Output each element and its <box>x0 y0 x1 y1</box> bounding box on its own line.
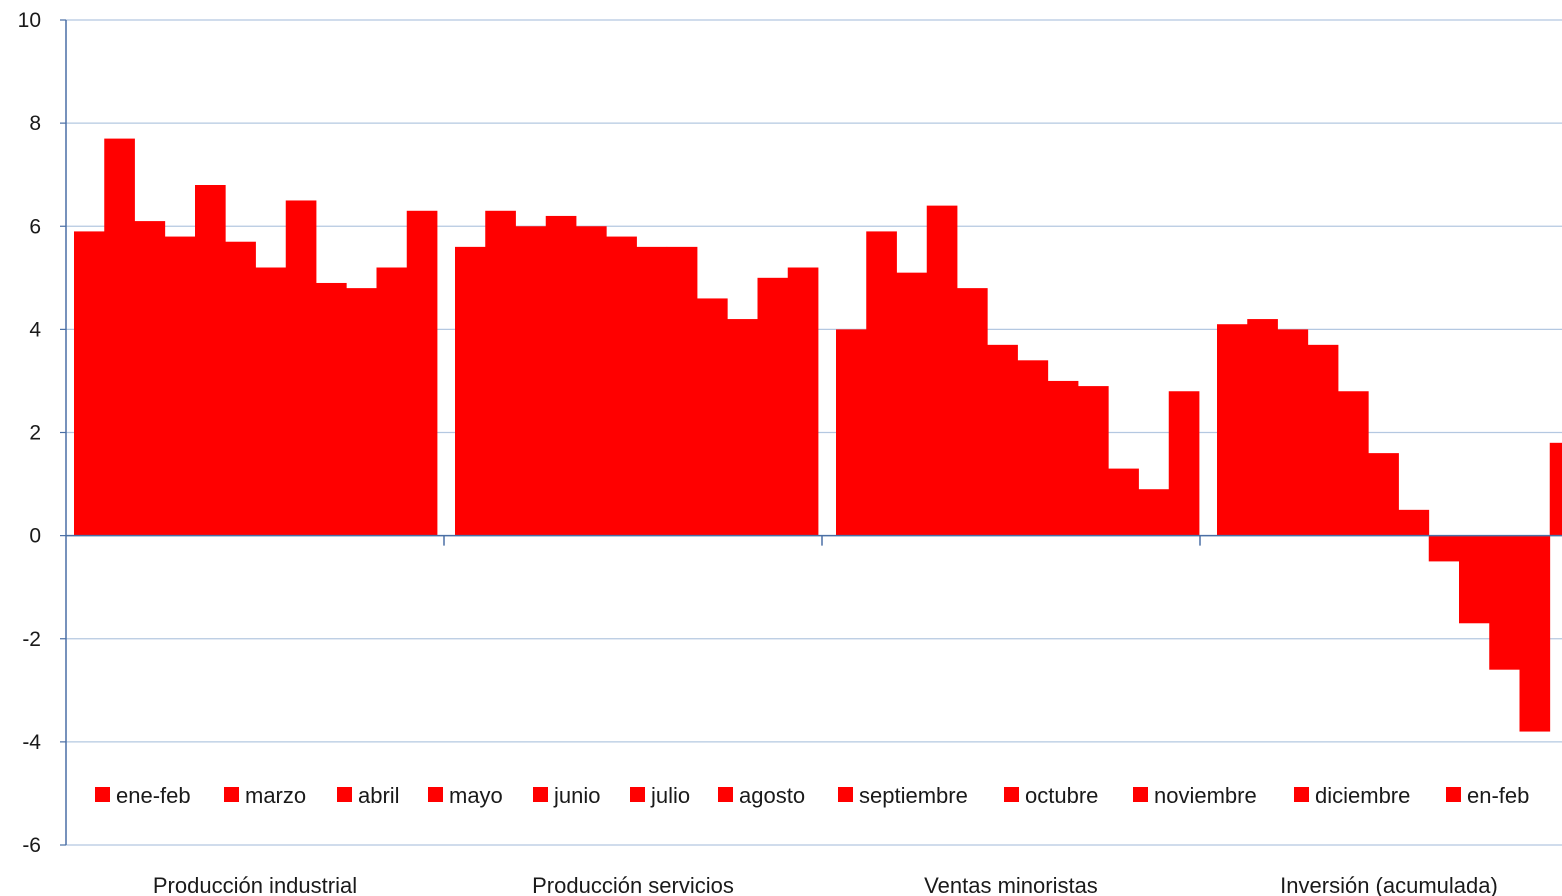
legend-swatch <box>1294 787 1309 802</box>
legend-swatch <box>838 787 853 802</box>
bar <box>866 231 897 536</box>
bar <box>195 185 226 536</box>
bar <box>285 200 317 536</box>
legend-label: mayo <box>449 783 503 808</box>
legend-label: octubre <box>1025 783 1098 808</box>
bar <box>727 319 758 536</box>
y-axis-tick-labels: -6 -4 -2 0 2 4 6 8 10 <box>18 9 42 857</box>
bar <box>515 226 547 536</box>
bar <box>757 277 789 536</box>
legend-swatch <box>718 787 733 802</box>
legend-label: abril <box>358 783 400 808</box>
bar <box>1078 386 1109 536</box>
bar <box>225 241 256 536</box>
bar <box>1017 360 1049 536</box>
legend: ene-feb marzo abril mayo junio julio agosto sep… <box>95 783 1529 808</box>
x-category-label: Ventas minoristas <box>924 873 1098 896</box>
bar <box>1398 509 1430 536</box>
bar <box>606 236 637 536</box>
legend-swatch <box>224 787 239 802</box>
bar <box>545 215 577 536</box>
legend-swatch <box>630 787 645 802</box>
y-tick-label: 2 <box>29 422 41 445</box>
bar <box>1047 380 1079 536</box>
legend-swatch <box>1133 787 1148 802</box>
bar <box>134 221 166 536</box>
bar <box>376 267 408 536</box>
bar <box>316 282 347 536</box>
bar <box>104 138 135 536</box>
bar <box>1519 535 1551 732</box>
bar <box>1549 442 1562 536</box>
y-tick-label: 10 <box>18 9 41 32</box>
legend-label: junio <box>553 783 600 808</box>
legend-swatch <box>428 787 443 802</box>
bar <box>636 246 668 536</box>
bar <box>406 210 438 536</box>
bar <box>1368 453 1399 536</box>
y-tick-label: -2 <box>22 628 41 651</box>
bar <box>666 246 698 536</box>
legend-swatch <box>337 787 352 802</box>
legend-label: en-feb <box>1467 783 1529 808</box>
legend-label: julio <box>650 783 690 808</box>
bar <box>836 329 867 536</box>
x-category-label: Producción industrial <box>153 873 357 896</box>
x-axis-category-labels: Producción industrial Producción servicio… <box>153 873 1498 896</box>
y-tick-label: 4 <box>29 318 41 341</box>
legend-label: ene-feb <box>116 783 191 808</box>
legend-swatch <box>1446 787 1461 802</box>
bar <box>485 210 516 536</box>
bar <box>1489 535 1520 670</box>
y-tick-label: -4 <box>22 731 41 754</box>
bar <box>164 236 196 536</box>
bar <box>1338 391 1369 536</box>
bar <box>74 231 105 536</box>
bar <box>1138 489 1170 536</box>
bar <box>957 288 988 536</box>
legend-label: septiembre <box>859 783 968 808</box>
bars <box>74 138 1562 732</box>
bar <box>346 288 377 536</box>
bar <box>455 246 486 536</box>
legend-label: diciembre <box>1315 783 1410 808</box>
legend-swatch <box>1004 787 1019 802</box>
bar <box>1459 535 1490 624</box>
bar <box>255 267 287 536</box>
bar <box>896 272 928 536</box>
bar <box>1247 319 1278 536</box>
bar <box>1277 329 1309 536</box>
bar <box>1307 344 1339 536</box>
bar <box>787 267 819 536</box>
legend-label: agosto <box>739 783 805 808</box>
legend-swatch <box>95 787 110 802</box>
bar <box>697 298 728 536</box>
bar <box>576 226 607 536</box>
bar <box>1168 391 1200 536</box>
bar <box>1217 324 1248 536</box>
bar <box>1108 468 1139 536</box>
bar <box>1428 535 1460 562</box>
legend-label: marzo <box>245 783 306 808</box>
legend-swatch <box>533 787 548 802</box>
y-tick-label: 6 <box>29 215 41 238</box>
bar <box>987 344 1018 536</box>
x-category-label: Inversión (acumulada) <box>1280 873 1498 896</box>
x-category-label: Producción servicios <box>532 873 734 896</box>
y-tick-label: -6 <box>22 834 41 857</box>
legend-label: noviembre <box>1154 783 1257 808</box>
axes <box>60 19 1562 846</box>
y-tick-label: 8 <box>29 112 41 135</box>
bar <box>926 205 958 536</box>
y-tick-label: 0 <box>29 525 41 548</box>
